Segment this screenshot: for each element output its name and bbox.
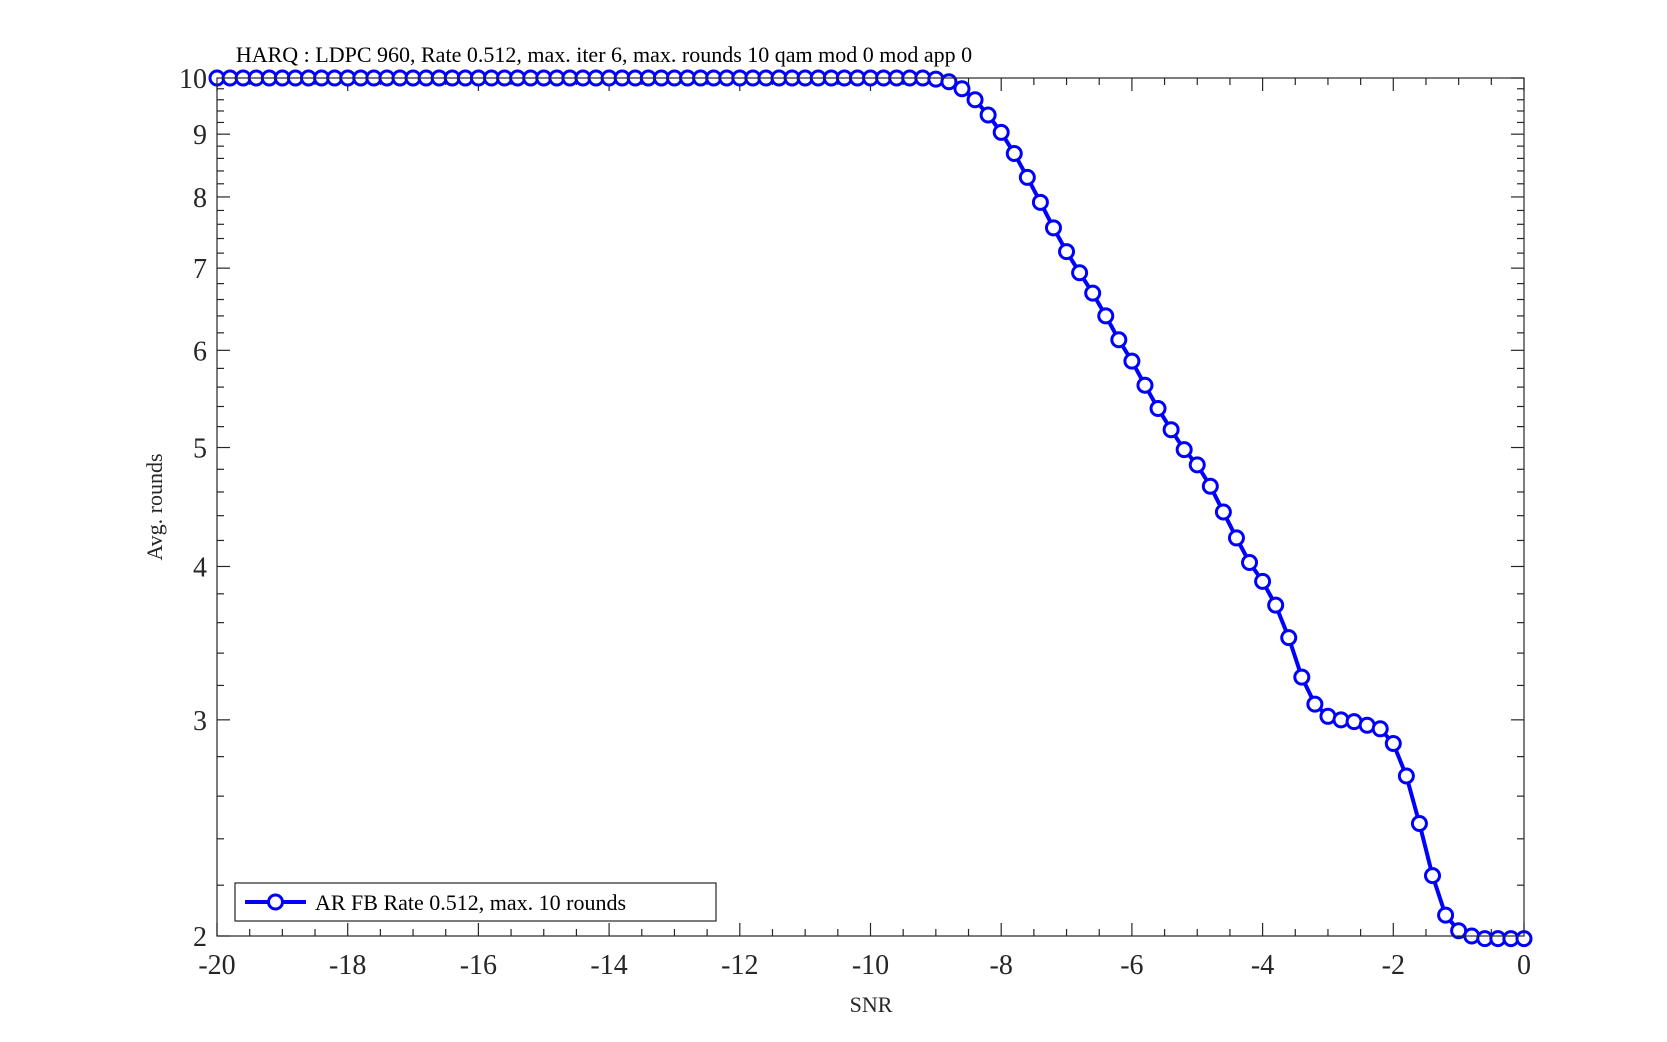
x-tick-label: -14 <box>590 950 627 981</box>
data-point <box>1149 399 1167 417</box>
x-tick-label: -18 <box>329 950 366 981</box>
data-point <box>1031 193 1049 211</box>
x-tick-labels: -20 -18 -16 -14 -12 -10 -8 -6 -4 -2 0 <box>198 950 1531 981</box>
data-point <box>1214 503 1232 521</box>
y-tick-label: 4 <box>193 552 207 583</box>
data-point <box>1424 867 1442 885</box>
data-point <box>1123 352 1141 370</box>
x-axis-label: SNR <box>850 992 893 1017</box>
x-tick-label: -20 <box>198 950 235 981</box>
data-point <box>953 80 971 98</box>
y-tick-label: 10 <box>179 64 207 95</box>
x-tick-label: -2 <box>1382 950 1405 981</box>
y-tick-label: 3 <box>193 706 207 737</box>
data-point <box>1175 441 1193 459</box>
y-tick-label: 9 <box>193 120 207 151</box>
x-tick-label: -4 <box>1251 950 1274 981</box>
data-point <box>1293 668 1311 686</box>
data-point <box>1227 529 1245 547</box>
data-point <box>1110 331 1128 349</box>
data-point <box>1162 421 1180 439</box>
x-tick-label: -8 <box>990 950 1013 981</box>
y-tick-label: 5 <box>193 434 207 465</box>
x-tick-label: -10 <box>852 950 889 981</box>
data-point <box>1097 307 1115 325</box>
x-tick-label: -12 <box>721 950 758 981</box>
y-tick-label: 8 <box>193 183 207 214</box>
data-point <box>979 106 997 124</box>
data-point <box>1241 553 1259 571</box>
plot-frame <box>216 77 1525 937</box>
y-tick-label: 7 <box>193 254 207 285</box>
legend: AR FB Rate 0.512, max. 10 rounds <box>234 882 717 922</box>
data-point <box>1397 767 1415 785</box>
data-point <box>1437 906 1455 924</box>
legend-marker-sample <box>267 893 284 911</box>
y-tick-label: 6 <box>193 336 207 367</box>
data-point <box>1280 629 1298 647</box>
x-tick-label: 0 <box>1517 950 1531 981</box>
plot-area <box>217 78 1524 936</box>
y-tick-label: 2 <box>193 922 207 953</box>
y-tick-labels: 2 3 4 5 6 7 8 9 10 <box>179 64 207 953</box>
data-point <box>1084 284 1102 302</box>
data-point <box>1071 264 1089 282</box>
x-tick-label: -16 <box>460 950 497 981</box>
legend-box <box>234 882 717 922</box>
data-point <box>966 91 984 109</box>
chart-title: HARQ : LDPC 960, Rate 0.512, max. iter 6… <box>236 42 972 67</box>
data-point <box>1005 144 1023 162</box>
y-axis-label: Avg. rounds <box>142 453 167 560</box>
data-point <box>1384 734 1402 752</box>
data-point <box>1267 596 1285 614</box>
data-point <box>1044 219 1062 237</box>
data-point <box>1058 243 1076 261</box>
data-point <box>1371 720 1389 738</box>
data-point <box>1188 456 1206 474</box>
series-layer <box>208 69 1533 948</box>
data-point <box>1136 376 1154 394</box>
x-tick-label: -6 <box>1120 950 1143 981</box>
data-point <box>1306 695 1324 713</box>
data-point <box>1410 814 1428 832</box>
data-point <box>1254 572 1272 590</box>
data-point <box>992 123 1010 141</box>
data-point <box>1018 168 1036 186</box>
data-point <box>1201 477 1219 495</box>
legend-label: AR FB Rate 0.512, max. 10 rounds <box>315 890 626 915</box>
